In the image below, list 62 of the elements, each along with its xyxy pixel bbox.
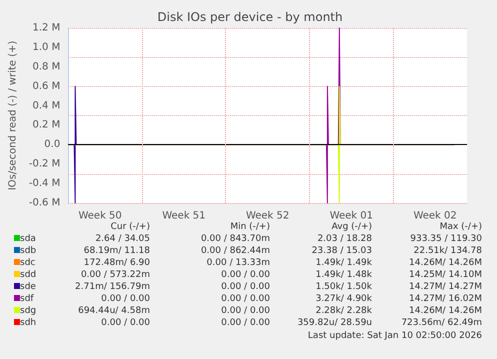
text: 23.38 / 15.03 [312, 245, 372, 257]
y-tick-label: 0.8 M [32, 61, 60, 72]
text: 0.00 / 0.00 [221, 293, 270, 305]
x-tick-label: Week 01 [330, 210, 374, 222]
text: 1.50k/ 1.50k [316, 281, 372, 293]
legend-label: sda [20, 233, 36, 245]
text: 2.71m/ 156.79m [75, 281, 150, 293]
text: 14.25M/ 14.10M [409, 269, 482, 281]
text: 14.26M/ 14.26M [409, 257, 482, 269]
text: 0.00 / 573.22m [80, 269, 150, 281]
text: 1.49k/ 1.49k [316, 257, 372, 269]
y-tick-label: 0.0 [44, 139, 60, 150]
y-tick-label: 0.2 M [32, 120, 60, 131]
text: 0.00 / 0.00 [221, 281, 270, 293]
text: 359.82u/ 28.59u [297, 317, 372, 329]
text: 1.49k/ 1.48k [316, 269, 372, 281]
text: 0.00 / 0.00 [101, 317, 150, 329]
y-tick-label: 1.2 M [32, 22, 60, 34]
text: 723.56m/ 62.49m [401, 317, 482, 329]
legend-label: sde [20, 281, 36, 293]
chart-title: Disk IOs per device - by month [157, 10, 343, 24]
text: 3.27k/ 4.90k [316, 293, 372, 305]
y-tick-label: 0.4 M [32, 100, 60, 112]
legend-label: sdd [20, 269, 36, 281]
text: 2.28k/ 2.28k [316, 305, 372, 317]
text: 0.00 / 0.00 [221, 269, 270, 281]
text: Max (-/+) [440, 221, 482, 233]
text: Last update: Sat Jan 10 02:50:00 2026 [308, 330, 482, 342]
x-tick-label: Week 52 [246, 210, 290, 222]
text: 14.27M/ 14.27M [409, 281, 482, 293]
text: 0.00 / 0.00 [221, 305, 270, 317]
x-tick-label: Week 50 [78, 210, 122, 222]
legend-label: sdg [20, 305, 36, 317]
text: 68.19m/ 11.18 [84, 245, 150, 257]
text: 14.26M/ 14.26M [409, 305, 482, 317]
legend-label: sdc [20, 257, 36, 269]
y-tick-label: -0.6 M [28, 198, 60, 208]
text: 694.44u/ 4.58m [78, 305, 150, 317]
text: 0.00 / 0.00 [221, 317, 270, 329]
text: Min (-/+) [230, 221, 270, 233]
legend-label: sdh [20, 317, 36, 329]
legend-label: sdf [20, 293, 34, 305]
text: 14.27M/ 16.02M [409, 293, 482, 305]
text: 0.00 / 13.33m [206, 257, 270, 269]
text: 0.00 / 843.70m [200, 233, 270, 245]
text: 172.48m/ 6.90 [84, 257, 150, 269]
legend-label: sdb [20, 245, 36, 257]
y-axis-title: IOs/second read (-) / write (+) [8, 40, 18, 190]
text: 2.03 / 18.28 [317, 233, 372, 245]
y-tick-label: 0.6 M [32, 80, 60, 92]
x-tick-label: Week 51 [162, 210, 206, 222]
text: 933.35 / 119.30 [410, 233, 482, 245]
text: 2.64 / 34.05 [95, 233, 150, 245]
text: Avg (-/+) [332, 221, 372, 233]
text: Cur (-/+) [110, 221, 150, 233]
y-tick-label: -0.4 M [28, 178, 60, 190]
text: 0.00 / 862.44m [200, 245, 270, 257]
x-tick-label: Week 02 [413, 210, 457, 222]
text: 22.51k/ 134.78 [414, 245, 482, 257]
text: 0.00 / 0.00 [101, 293, 150, 305]
y-tick-label: -0.2 M [28, 158, 60, 170]
y-tick-label: 1.0 M [32, 42, 60, 53]
